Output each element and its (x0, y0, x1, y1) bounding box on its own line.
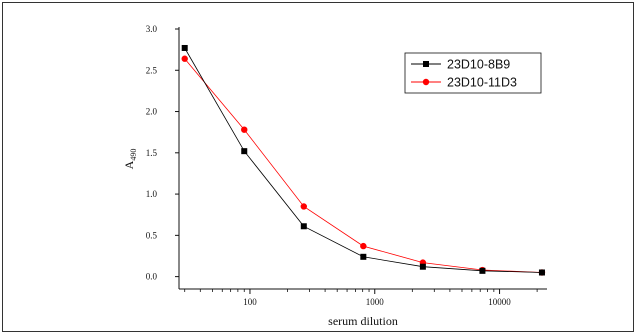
legend-label: 23D10-8B9 (447, 58, 510, 72)
legend-marker (423, 61, 429, 67)
data-point (241, 148, 248, 155)
y-tick-label: 0.0 (146, 272, 158, 282)
data-point (241, 126, 248, 133)
x-axis-label: serum dilution (328, 314, 398, 328)
ticks: 0.0 0.5 1.0 1.5 2.0 2.5 3.0 100 1000 10000 (146, 24, 538, 307)
data-point (300, 223, 307, 230)
y-tick-label: 3.0 (146, 24, 158, 34)
data-point (538, 269, 545, 276)
series-23d10-8b9 (181, 44, 545, 276)
data-point (181, 55, 188, 62)
y-tick-label: 2.5 (146, 65, 158, 75)
y-tick-label: 2.0 (146, 107, 158, 117)
chart-frame: 0.0 0.5 1.0 1.5 2.0 2.5 3.0 100 1000 10000 serum … (2, 2, 634, 332)
data-point (479, 267, 486, 274)
x-tick-label: 100 (243, 297, 257, 307)
y-axis-label-subscript: 490 (129, 149, 138, 161)
legend-item: 23D10-11D3 (411, 76, 517, 90)
chart-svg: 0.0 0.5 1.0 1.5 2.0 2.5 3.0 100 1000 10000 serum … (122, 24, 547, 328)
legend-label: 23D10-11D3 (447, 76, 517, 90)
legend-box (404, 52, 542, 94)
series-layer (181, 44, 546, 276)
y-tick-label: 1.5 (146, 148, 158, 158)
data-point (181, 44, 188, 51)
x-tick-label: 1000 (366, 297, 385, 307)
data-point (419, 263, 426, 270)
legend-items: 23D10-8B9 23D10-11D3 (411, 58, 517, 90)
y-tick-label: 1.0 (146, 189, 158, 199)
legend-item: 23D10-8B9 (411, 58, 510, 72)
y-tick-label: 0.5 (146, 230, 158, 240)
x-tick-label: 10000 (488, 297, 511, 307)
data-point (360, 242, 367, 250)
data-point (360, 253, 367, 260)
data-point (300, 203, 307, 210)
y-axis-label-main: A (122, 160, 136, 169)
y-axis-label: A490 (122, 149, 138, 170)
legend: 23D10-8B9 23D10-11D3 (404, 52, 542, 94)
legend-marker (422, 78, 430, 86)
